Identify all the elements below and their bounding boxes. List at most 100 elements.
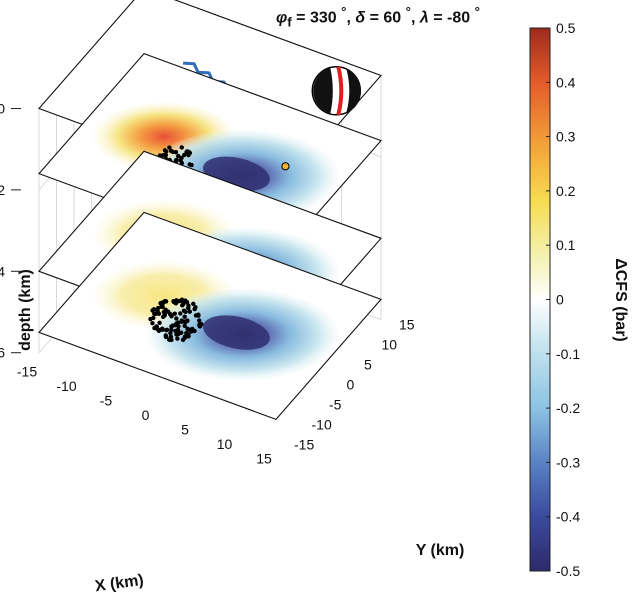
z-axis-label: depth (km) bbox=[17, 269, 34, 351]
beachball-nodal-plane bbox=[336, 66, 344, 116]
x-tick-label: 5 bbox=[181, 422, 189, 438]
y-tick-label: -10 bbox=[312, 417, 332, 433]
colorbar-tick-label: 0.4 bbox=[556, 74, 576, 90]
aftershock-event bbox=[163, 333, 168, 338]
x-tick-label: -10 bbox=[56, 378, 76, 394]
aftershock-event bbox=[199, 321, 204, 327]
colorbar-tick-label: -0.3 bbox=[556, 454, 580, 470]
title-rake: = -80 bbox=[433, 9, 471, 27]
aftershock-event bbox=[174, 332, 179, 337]
aftershock-event bbox=[180, 337, 186, 343]
aftershock-event bbox=[173, 328, 178, 334]
aftershock-event bbox=[160, 304, 165, 310]
beachball-black-right bbox=[346, 68, 361, 113]
x-tick-label: -5 bbox=[100, 393, 113, 409]
aftershock-event bbox=[181, 301, 186, 307]
x-tick-label: -15 bbox=[17, 364, 37, 380]
aftershock-event bbox=[171, 299, 177, 305]
colorbar-tick-label: -0.1 bbox=[556, 346, 580, 362]
z-axis-ticks: 0 2 4 6 bbox=[0, 101, 21, 361]
aftershock-event bbox=[182, 152, 187, 158]
aftershock-event bbox=[151, 307, 157, 312]
y-tick-label: 0 bbox=[347, 377, 355, 393]
colorbar-tick-label: 0.5 bbox=[556, 20, 576, 36]
aftershock-event bbox=[184, 330, 189, 336]
aftershock-event bbox=[164, 327, 169, 333]
aftershock-event bbox=[179, 330, 184, 335]
colorbar-tick-label: 0.1 bbox=[556, 237, 576, 253]
title-deg-3: ° bbox=[474, 4, 480, 19]
title-sep-2: , bbox=[410, 9, 416, 27]
z-tick-label: 6 bbox=[0, 345, 5, 361]
title-delta: δ bbox=[355, 9, 366, 27]
y-tick-label: 10 bbox=[382, 337, 398, 353]
negative-lobe-core bbox=[203, 315, 270, 350]
aftershock-event bbox=[162, 148, 168, 153]
title-phi: φ bbox=[276, 9, 288, 27]
x-axis-ticks: -15 -10 -5 0 5 10 15 bbox=[17, 364, 272, 467]
aftershock-event bbox=[150, 320, 155, 326]
aftershock-event bbox=[185, 326, 190, 332]
aftershock-event bbox=[174, 157, 179, 163]
aftershock-event bbox=[182, 334, 188, 339]
aftershock-event bbox=[179, 145, 184, 150]
title-dip: = 60 bbox=[369, 9, 402, 27]
x-tick-label: 15 bbox=[256, 451, 272, 467]
y-tick-label: 15 bbox=[399, 317, 415, 333]
aftershock-event bbox=[189, 162, 194, 168]
aftershock-event bbox=[187, 309, 193, 314]
aftershock-event bbox=[176, 324, 181, 329]
colorbar-tick-label: -0.4 bbox=[556, 509, 580, 525]
colorbar-label: ΔCFS (bar) bbox=[612, 258, 629, 342]
aftershock-event bbox=[163, 299, 169, 304]
aftershock-event bbox=[167, 337, 172, 342]
z-tick-label: 4 bbox=[0, 263, 5, 279]
aftershock-event bbox=[168, 148, 174, 154]
z-tick-label: 2 bbox=[0, 182, 5, 198]
colorbar-tick-label: -0.2 bbox=[556, 400, 580, 416]
colorbar-tick-label: 0 bbox=[556, 292, 564, 308]
x-tick-label: 0 bbox=[142, 407, 150, 423]
aftershock-event bbox=[189, 329, 194, 334]
aftershock-event bbox=[182, 323, 187, 329]
aftershock-event bbox=[152, 311, 157, 317]
aftershock-event bbox=[154, 324, 159, 329]
aftershock-event bbox=[186, 305, 191, 311]
aftershock-event bbox=[197, 318, 202, 323]
aftershock-event bbox=[170, 323, 175, 328]
y-tick-label: 5 bbox=[364, 357, 372, 373]
aftershock-event bbox=[183, 309, 188, 314]
slice-outline bbox=[38, 211, 382, 420]
aftershock-event bbox=[160, 327, 166, 332]
chart-title: φf = 330 °, δ = 60 °, λ = -80 ° bbox=[276, 4, 576, 30]
title-deg-2: ° bbox=[405, 4, 411, 19]
aftershock-event bbox=[182, 314, 187, 319]
aftershock-event bbox=[178, 311, 183, 316]
aftershock-event bbox=[167, 145, 172, 150]
x-axis-label: X (km) bbox=[94, 572, 145, 596]
title-sep-1: , bbox=[346, 9, 351, 27]
z-tick-label: 0 bbox=[0, 101, 5, 117]
title-deg-1: ° bbox=[341, 4, 347, 19]
y-tick-label: -15 bbox=[294, 437, 314, 453]
aftershock-event bbox=[163, 152, 169, 158]
colorbar-ticks: 0.5 0.4 0.3 0.2 0.1 0 -0.1 -0.2 -0.3 -0.4 -0.5 bbox=[546, 20, 580, 579]
mainshock-marker bbox=[281, 162, 290, 171]
x-tick-label: 10 bbox=[217, 436, 233, 452]
aftershock-event bbox=[158, 301, 163, 306]
aftershock-event bbox=[174, 316, 179, 321]
aftershock-event bbox=[157, 320, 162, 325]
title-lambda: λ bbox=[419, 9, 429, 27]
title-strike: = 330 bbox=[296, 9, 337, 27]
aftershock-event bbox=[178, 158, 183, 163]
depth-slices bbox=[38, 0, 382, 420]
aftershock-event bbox=[172, 311, 178, 316]
aftershock-event bbox=[169, 327, 174, 333]
colorbar-tick-label: 0.3 bbox=[556, 129, 576, 145]
aftershock-event bbox=[163, 307, 168, 313]
aftershock-event bbox=[176, 153, 181, 159]
colorbar-tick-label: 0.2 bbox=[556, 183, 576, 199]
aftershock-event bbox=[183, 298, 188, 303]
